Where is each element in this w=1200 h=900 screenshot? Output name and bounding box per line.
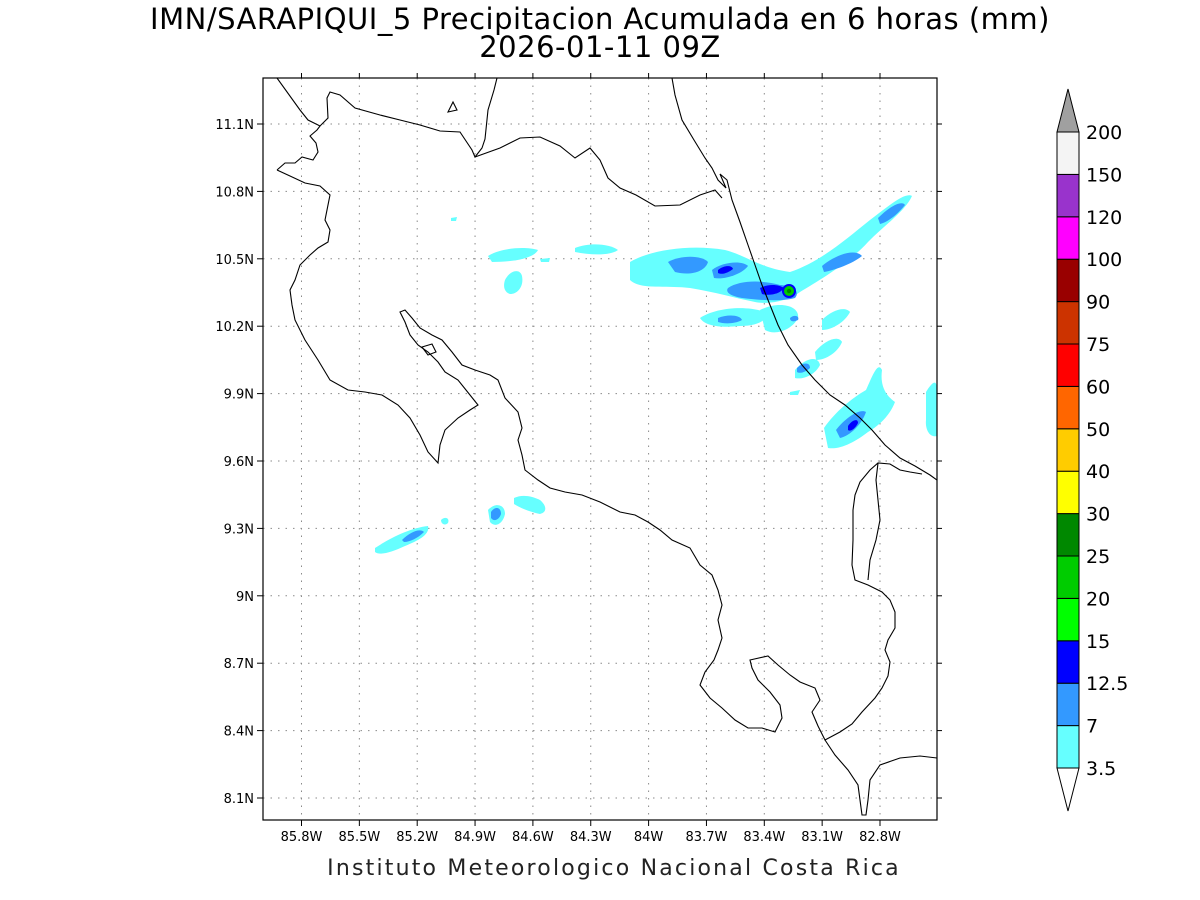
colorbar-under-arrow [1056,767,1080,812]
colorbar-label: 200 [1086,122,1122,144]
longitude-ticks: 85.8W 85.5W 85.2W 84.9W 84.6W 84.3W 84W 83.7W 83… [281,73,901,845]
colorbar-label: 15 [1086,631,1110,653]
colorbar-swatch [1056,725,1080,769]
precipitation-areas [375,195,937,554]
osa-border-south [824,739,937,816]
colorbar-label: 30 [1086,504,1110,526]
colorbar-swatch [1056,301,1080,345]
precipitation-colorbar: 3.5 7 12.5 15 20 25 30 40 50 60 75 90 100 120 150 200 [1056,88,1128,812]
lon-tick-label: 85.8W [281,830,323,845]
lake-nicaragua-island [446,100,458,113]
colorbar-swatch [1056,343,1080,387]
precip-band-north [575,244,618,255]
precip-heavy-2 [760,285,784,295]
precip-core-4 [822,252,862,272]
lon-tick-label: 83.4W [743,830,785,845]
lat-tick-label: 8.7N [224,657,254,672]
precip-patch-o [790,390,800,395]
precip-core-1 [668,256,708,274]
colorbar-label: 50 [1086,419,1110,441]
lat-tick-label: 9.9N [224,388,254,403]
map-title: IMN/SARAPIQUI_5 Precipitacion Acumulada … [150,2,1050,36]
lat-tick-label: 9N [236,590,254,605]
colorbar-label: 40 [1086,461,1110,483]
colorbar-swatch [1056,173,1080,218]
precip-patch-n [540,258,550,262]
colorbar-swatch [1056,640,1080,684]
latitude-ticks: 11.1N 10.8N 10.5N 10.2N 9.9N 9.6N 9.3N 9N 8.7N 8.… [215,118,942,807]
gulf-island [421,343,437,356]
precip-max-center [786,288,792,294]
panama-border [867,462,881,581]
colorbar-swatch [1056,428,1080,472]
lon-tick-label: 85.5W [338,830,380,845]
precip-core-11 [790,315,799,322]
precip-patch-l [441,517,449,525]
lon-tick-label: 85.2W [396,830,438,845]
precip-band-west [488,248,538,262]
precip-patch-h [925,382,937,437]
precip-core-10 [491,508,501,521]
precip-core-5 [878,203,905,224]
colorbar-swatch [1056,597,1080,642]
border-nicaragua [276,78,498,159]
colorbar-label: 90 [1086,292,1110,314]
caribbean-coast [671,78,937,481]
colorbar-swatch [1056,216,1080,260]
precip-core-6 [718,315,742,324]
lon-tick-label: 82.8W [859,830,901,845]
precip-patch-c [760,304,799,333]
lat-tick-label: 11.1N [215,118,254,133]
colorbar-label: 25 [1086,546,1110,568]
colorbar-label: 20 [1086,588,1110,610]
colorbar-swatch [1056,131,1080,175]
lat-tick-label: 8.4N [224,725,254,740]
precip-patch-d [822,309,850,330]
precip-patch-a [504,271,523,294]
lat-tick-label: 10.2N [215,320,254,335]
map-frame [262,77,938,821]
colorbar-swatch [1056,555,1080,599]
lat-tick-label: 8.1N [224,792,254,807]
colorbar-label: 150 [1086,164,1122,186]
colorbar-label: 7 [1086,716,1098,738]
nicaragua-border-east [474,136,723,207]
colorbar-label: 12.5 [1086,673,1128,695]
colorbar-over-arrow [1056,88,1080,133]
precip-heavy-3 [848,420,858,431]
map-background [263,78,937,820]
lon-tick-label: 84.6W [512,830,554,845]
colorbar-label: 3.5 [1086,758,1116,780]
precip-core-9 [402,530,424,542]
colorbar-label: 75 [1086,334,1110,356]
precip-patch-m [451,217,457,221]
colorbar-swatch [1056,682,1080,727]
map-panel: 85.8W 85.5W 85.2W 84.9W 84.6W 84.3W 84W 83.7W 83… [215,73,942,845]
lon-tick-label: 84W [634,830,664,845]
coastlines-and-borders [276,78,937,816]
colorbar-label: 100 [1086,249,1122,271]
lat-tick-label: 9.3N [224,522,254,537]
precip-band-caribbean [630,195,912,303]
lat-tick-label: 10.5N [215,253,254,268]
colorbar-swatch [1056,258,1080,303]
pacific-coast-north [276,125,923,741]
precip-heavy-1 [718,266,733,274]
precip-patch-k [514,495,546,514]
footer-credit: Instituto Meteorologico Nacional Costa R… [327,856,901,881]
colorbar-swatch [1056,513,1080,557]
precip-patch-e [815,338,842,360]
lon-tick-label: 83.7W [686,830,728,845]
colorbar-label: 120 [1086,207,1122,229]
lat-tick-label: 9.6N [224,455,254,470]
map-datetime: 2026-01-11 09Z [479,30,721,64]
lon-tick-label: 84.3W [570,830,612,845]
colorbar-swatch [1056,385,1080,430]
lon-tick-label: 83.1W [801,830,843,845]
colorbar-swatch [1056,470,1080,515]
lat-tick-label: 10.8N [215,185,254,200]
colorbar-label: 60 [1086,376,1110,398]
lon-tick-label: 84.9W [454,830,496,845]
